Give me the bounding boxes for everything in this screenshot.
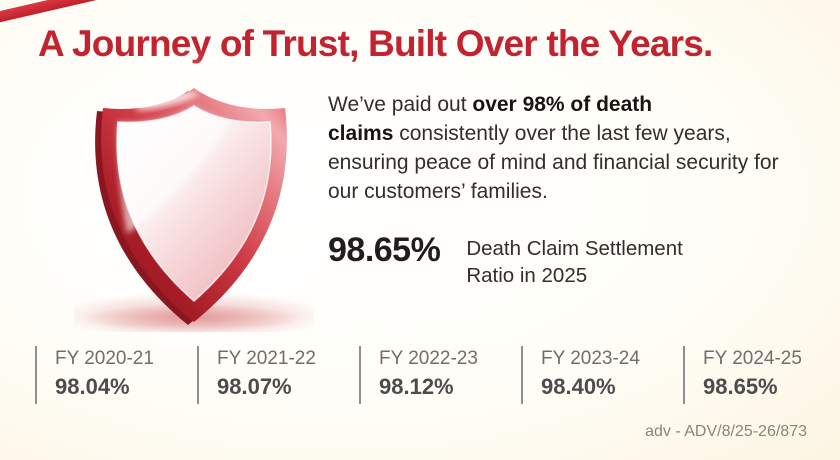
intro-line-3: ensuring peace of mind and financial sec… bbox=[328, 151, 779, 174]
settlement-ratio-stat: 98.65% Death Claim Settlement Ratio in 2… bbox=[328, 230, 683, 289]
fy-item-2020-21: FY 2020-21 98.04% bbox=[35, 346, 197, 404]
fy-item-2023-24: FY 2023-24 98.40% bbox=[521, 346, 683, 404]
intro-line-2: claims consistently over the last few ye… bbox=[328, 122, 731, 145]
fy-label: FY 2020-21 bbox=[55, 348, 154, 369]
fy-value: 98.65% bbox=[703, 374, 778, 399]
settlement-ratio-value: 98.65% bbox=[328, 231, 441, 269]
fiscal-year-stats-row: FY 2020-21 98.04% FY 2021-22 98.07% FY 2… bbox=[35, 346, 840, 404]
intro-paragraph: We’ve paid out over 98% of death claims … bbox=[328, 90, 828, 206]
fy-value: 98.04% bbox=[55, 374, 130, 399]
fy-value: 98.07% bbox=[217, 374, 292, 399]
advertisement-code: adv - ADV/8/25-26/873 bbox=[645, 423, 807, 440]
shield-icon bbox=[56, 82, 332, 340]
intro-line-4: our customers’ families. bbox=[328, 180, 548, 203]
fy-item-2022-23: FY 2022-23 98.12% bbox=[359, 346, 521, 404]
fy-label: FY 2021-22 bbox=[217, 348, 316, 369]
fy-label: FY 2024-25 bbox=[703, 348, 802, 369]
settlement-ratio-label: Death Claim Settlement Ratio in 2025 bbox=[466, 237, 683, 287]
intro-line-1: We’ve paid out over 98% of death bbox=[328, 93, 653, 116]
fy-label: FY 2022-23 bbox=[379, 348, 478, 369]
fy-value: 98.12% bbox=[379, 374, 454, 399]
fy-item-2021-22: FY 2021-22 98.07% bbox=[197, 346, 359, 404]
fy-value: 98.40% bbox=[541, 374, 616, 399]
fy-label: FY 2023-24 bbox=[541, 348, 640, 369]
fy-item-2024-25: FY 2024-25 98.65% bbox=[683, 346, 840, 404]
